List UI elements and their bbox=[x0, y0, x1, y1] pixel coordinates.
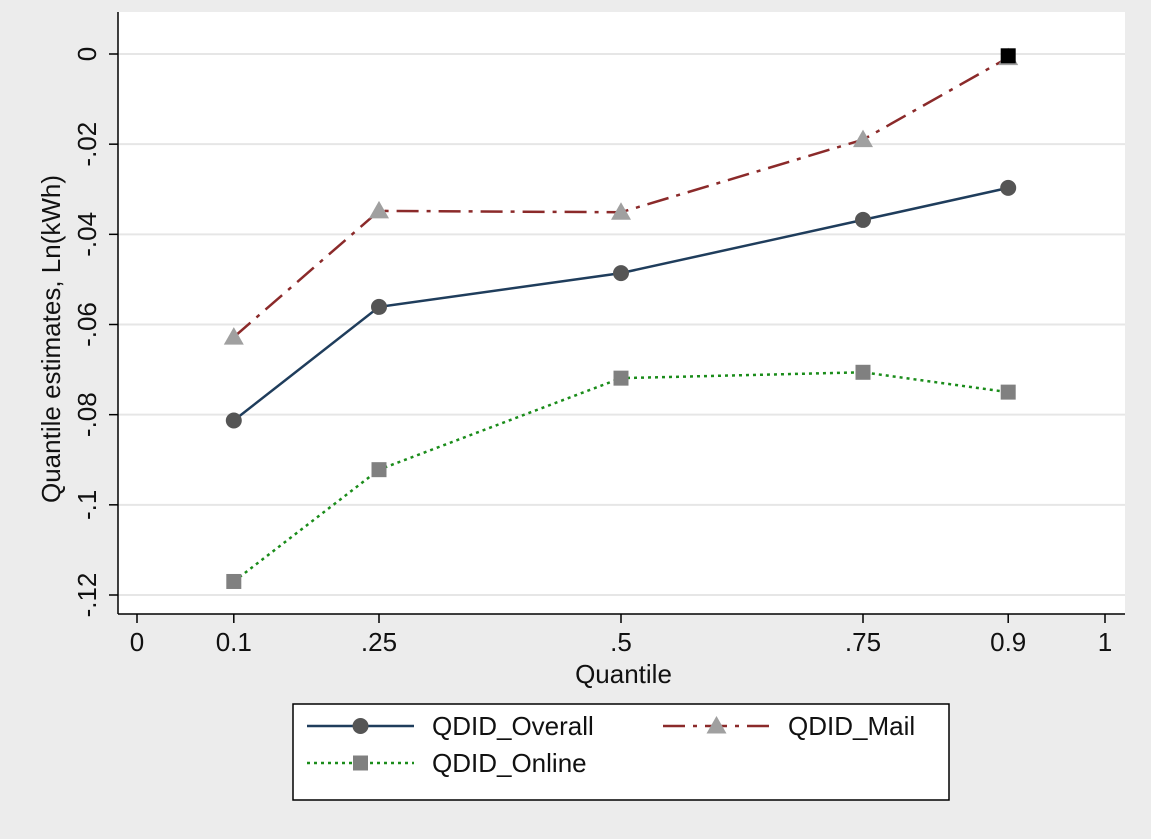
x-tick-label: 0.1 bbox=[216, 627, 252, 657]
legend-qdid-online-label: QDID_Online bbox=[432, 748, 587, 778]
qdid-mail-point bbox=[369, 200, 389, 219]
qdid-online-point bbox=[1000, 384, 1016, 400]
qdid-online-point bbox=[613, 370, 629, 386]
y-axis-title: Quantile estimates, Ln(kWh) bbox=[36, 175, 66, 503]
qdid-mail-point bbox=[223, 327, 244, 345]
y-tick-label: -.12 bbox=[72, 573, 102, 618]
legend-qdid-mail-marker bbox=[706, 716, 727, 734]
qdid-mail-point bbox=[853, 129, 873, 148]
y-tick-label: -.04 bbox=[72, 212, 102, 257]
legend-qdid-overall-marker bbox=[352, 718, 369, 734]
qdid-overall-point bbox=[225, 412, 242, 429]
y-tick-label: -.06 bbox=[72, 302, 102, 347]
legend-qdid-mail-label: QDID_Mail bbox=[788, 711, 915, 741]
x-tick-label: .5 bbox=[610, 627, 632, 657]
legend-qdid-overall-label: QDID_Overall bbox=[432, 711, 594, 741]
qdid-overall-point bbox=[1000, 179, 1017, 196]
qdid-overall-point bbox=[855, 211, 871, 228]
x-axis-title: Quantile bbox=[575, 659, 672, 689]
qdid-online-point bbox=[226, 573, 242, 589]
y-tick-label: 0 bbox=[72, 47, 102, 61]
qdid-overall-point bbox=[613, 265, 629, 282]
legend-qdid-online-marker bbox=[353, 755, 368, 771]
plot-area bbox=[118, 12, 1125, 614]
x-tick-label: .25 bbox=[361, 627, 397, 657]
qdid-online-point bbox=[371, 462, 387, 478]
x-tick-label: 0 bbox=[130, 627, 144, 657]
x-tick-label: 0.9 bbox=[990, 627, 1026, 657]
qdid-mail-point bbox=[611, 202, 631, 220]
legend-box bbox=[292, 703, 950, 801]
qdid-online-point bbox=[855, 364, 871, 380]
annotation-marker bbox=[1000, 48, 1016, 64]
x-tick-label: .75 bbox=[845, 627, 881, 657]
x-tick-label: 1 bbox=[1098, 627, 1112, 657]
y-tick-label: -.02 bbox=[72, 122, 102, 167]
qdid-overall-point bbox=[371, 298, 387, 315]
y-tick-label: -.1 bbox=[72, 490, 102, 520]
y-tick-label: -.08 bbox=[72, 392, 102, 437]
